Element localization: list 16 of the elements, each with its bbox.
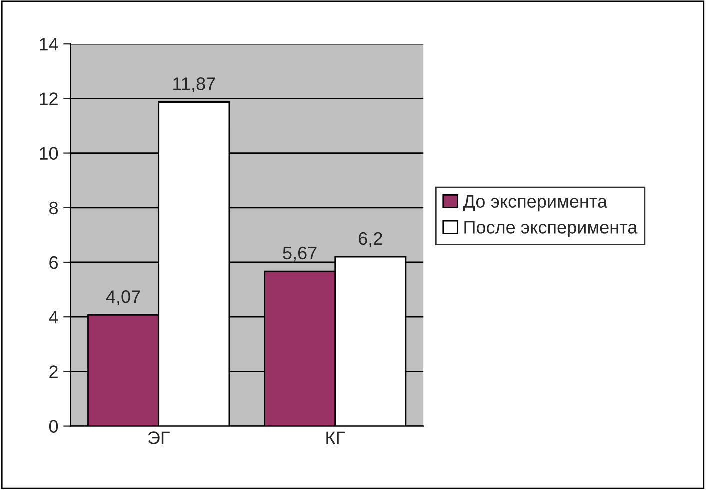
x-tick-label: КГ	[326, 432, 346, 444]
data-label: 6,2	[359, 232, 382, 248]
y-tick-label: 10	[40, 147, 58, 160]
data-label: 11,87	[174, 78, 216, 92]
y-tick-label: 12	[40, 92, 58, 106]
data-label: 5,67	[283, 246, 317, 262]
data-label: 4,07	[106, 290, 140, 306]
x-tick-label: ЭГ	[148, 432, 170, 444]
y-tick-label: 14	[40, 38, 58, 51]
legend-label: После эксперимента	[464, 221, 638, 238]
y-tick-label: 0	[49, 420, 58, 434]
legend-label: До эксперимента	[463, 195, 608, 212]
y-tick-label: 6	[50, 256, 58, 270]
y-tick-label: 8	[50, 202, 58, 215]
y-tick-label: 2	[50, 366, 58, 378]
y-tick-label: 4	[49, 311, 58, 324]
